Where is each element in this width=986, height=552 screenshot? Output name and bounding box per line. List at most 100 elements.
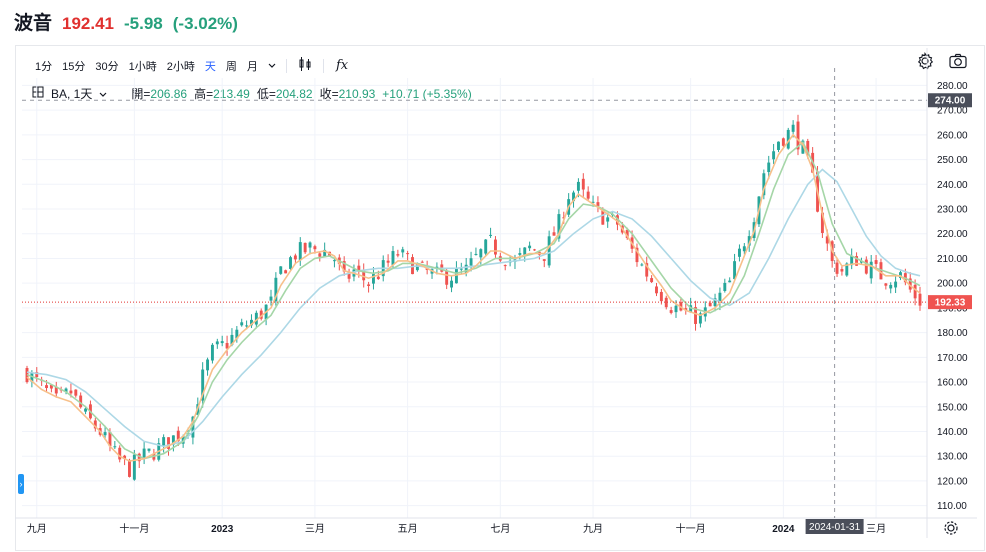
candle-body xyxy=(215,341,219,345)
interval-15m[interactable]: 15分 xyxy=(62,60,86,73)
candle-body xyxy=(401,249,405,253)
candle-body xyxy=(786,129,790,149)
candle-body xyxy=(69,390,73,394)
candle-body xyxy=(777,141,780,150)
symbol-label[interactable]: BA, 1天 xyxy=(51,87,93,101)
candle-body xyxy=(367,284,371,286)
y-tick-label: 260.00 xyxy=(937,130,968,141)
y-tick-label: 110.00 xyxy=(937,501,967,512)
candle-body xyxy=(645,263,649,277)
interval-30m[interactable]: 30分 xyxy=(95,60,119,73)
candle-body xyxy=(396,254,400,256)
candle-body xyxy=(674,305,678,313)
candle-body xyxy=(420,261,424,263)
candle-body xyxy=(723,282,727,291)
candle-body xyxy=(518,253,522,255)
candle-body xyxy=(45,385,48,389)
candle-body xyxy=(79,395,83,408)
gear-icon[interactable] xyxy=(916,51,934,75)
candle-body xyxy=(908,278,912,290)
candle-body xyxy=(576,181,580,191)
candle-body xyxy=(269,296,273,301)
camera-icon[interactable] xyxy=(948,52,968,75)
y-tick-label: 180.00 xyxy=(937,328,968,339)
interval-1w[interactable]: 周 xyxy=(225,60,237,73)
x-tick-label: 三月 xyxy=(866,523,886,535)
candle-body xyxy=(142,448,146,458)
candle-body xyxy=(718,292,722,303)
interval-1h[interactable]: 1小時 xyxy=(128,60,157,73)
fx-icon[interactable]: fx xyxy=(329,54,355,77)
y-tick-label: 270.00 xyxy=(937,106,968,117)
candle-body xyxy=(596,202,600,207)
chart-actions xyxy=(916,51,968,75)
y-tick-label: 170.00 xyxy=(937,353,968,364)
candle-body xyxy=(820,212,824,233)
candle-body xyxy=(767,162,771,173)
y-tick-label: 210.00 xyxy=(937,254,968,265)
candle-body xyxy=(503,265,507,267)
candle-body xyxy=(49,384,53,389)
candle-body xyxy=(313,246,317,250)
candle-body xyxy=(347,272,351,279)
candle-body xyxy=(406,253,410,255)
candle-body xyxy=(206,359,210,371)
candle-body xyxy=(606,217,610,222)
candle-body xyxy=(113,446,117,448)
interval-1m[interactable]: 1分 xyxy=(35,60,53,73)
candle-body xyxy=(240,322,244,326)
candle-body xyxy=(552,232,556,236)
candle-body xyxy=(450,280,453,288)
candle-body xyxy=(581,178,585,190)
candle-body xyxy=(386,260,390,263)
candle-body xyxy=(625,229,629,238)
candle-body xyxy=(542,259,546,261)
candle-body xyxy=(230,334,234,345)
x-tick-label: 2023 xyxy=(211,524,234,535)
candle-body xyxy=(640,264,644,266)
low-label: 低 xyxy=(256,87,269,101)
interval-2h[interactable]: 2小時 xyxy=(166,60,195,73)
y-tick-label: 230.00 xyxy=(937,205,968,216)
x-tick-label: 九月 xyxy=(583,523,603,535)
interval-toolbar: 1分 15分 30分 1小時 2小時 天 周 月 fx xyxy=(30,54,355,77)
chart-frame xyxy=(15,45,985,551)
candle-body xyxy=(796,121,800,150)
price-change: -5.98 xyxy=(124,14,163,33)
candle-body xyxy=(650,278,654,283)
candle-body xyxy=(591,201,595,203)
ma-fast-line xyxy=(26,133,921,462)
candle-body xyxy=(635,247,639,263)
candle-body xyxy=(411,257,414,275)
candle-body xyxy=(391,251,395,265)
candle-body xyxy=(547,236,551,266)
candle-body xyxy=(781,138,785,146)
candle-body xyxy=(181,436,185,444)
candle-body xyxy=(728,280,732,283)
y-tick-label: 240.00 xyxy=(937,180,968,191)
x-tick-label: 七月 xyxy=(490,523,510,535)
candle-body xyxy=(557,214,561,239)
chevron-down-icon[interactable] xyxy=(99,87,107,101)
grid-icon[interactable] xyxy=(32,86,44,101)
candle-body xyxy=(484,239,488,254)
interval-1d[interactable]: 天 xyxy=(204,60,216,73)
candle-body xyxy=(84,408,88,412)
candle-body xyxy=(445,270,449,285)
interval-1mo[interactable]: 月 xyxy=(246,60,258,73)
candle-body xyxy=(108,431,112,447)
candlestick-icon[interactable] xyxy=(292,54,318,77)
axis-settings-icon[interactable] xyxy=(944,521,958,535)
candle-body xyxy=(293,255,297,260)
candle-body xyxy=(235,329,239,339)
candle-body xyxy=(733,261,737,280)
crosshair-date-tag xyxy=(805,519,864,534)
chevron-down-icon[interactable] xyxy=(263,58,281,74)
close-label: 收 xyxy=(319,87,332,101)
expand-panel-button[interactable]: › xyxy=(18,474,24,494)
candle-body xyxy=(308,242,312,248)
crosshair-price-label: 274.00 xyxy=(935,96,966,107)
candle-body xyxy=(889,284,893,289)
x-tick-label: 五月 xyxy=(398,523,418,535)
